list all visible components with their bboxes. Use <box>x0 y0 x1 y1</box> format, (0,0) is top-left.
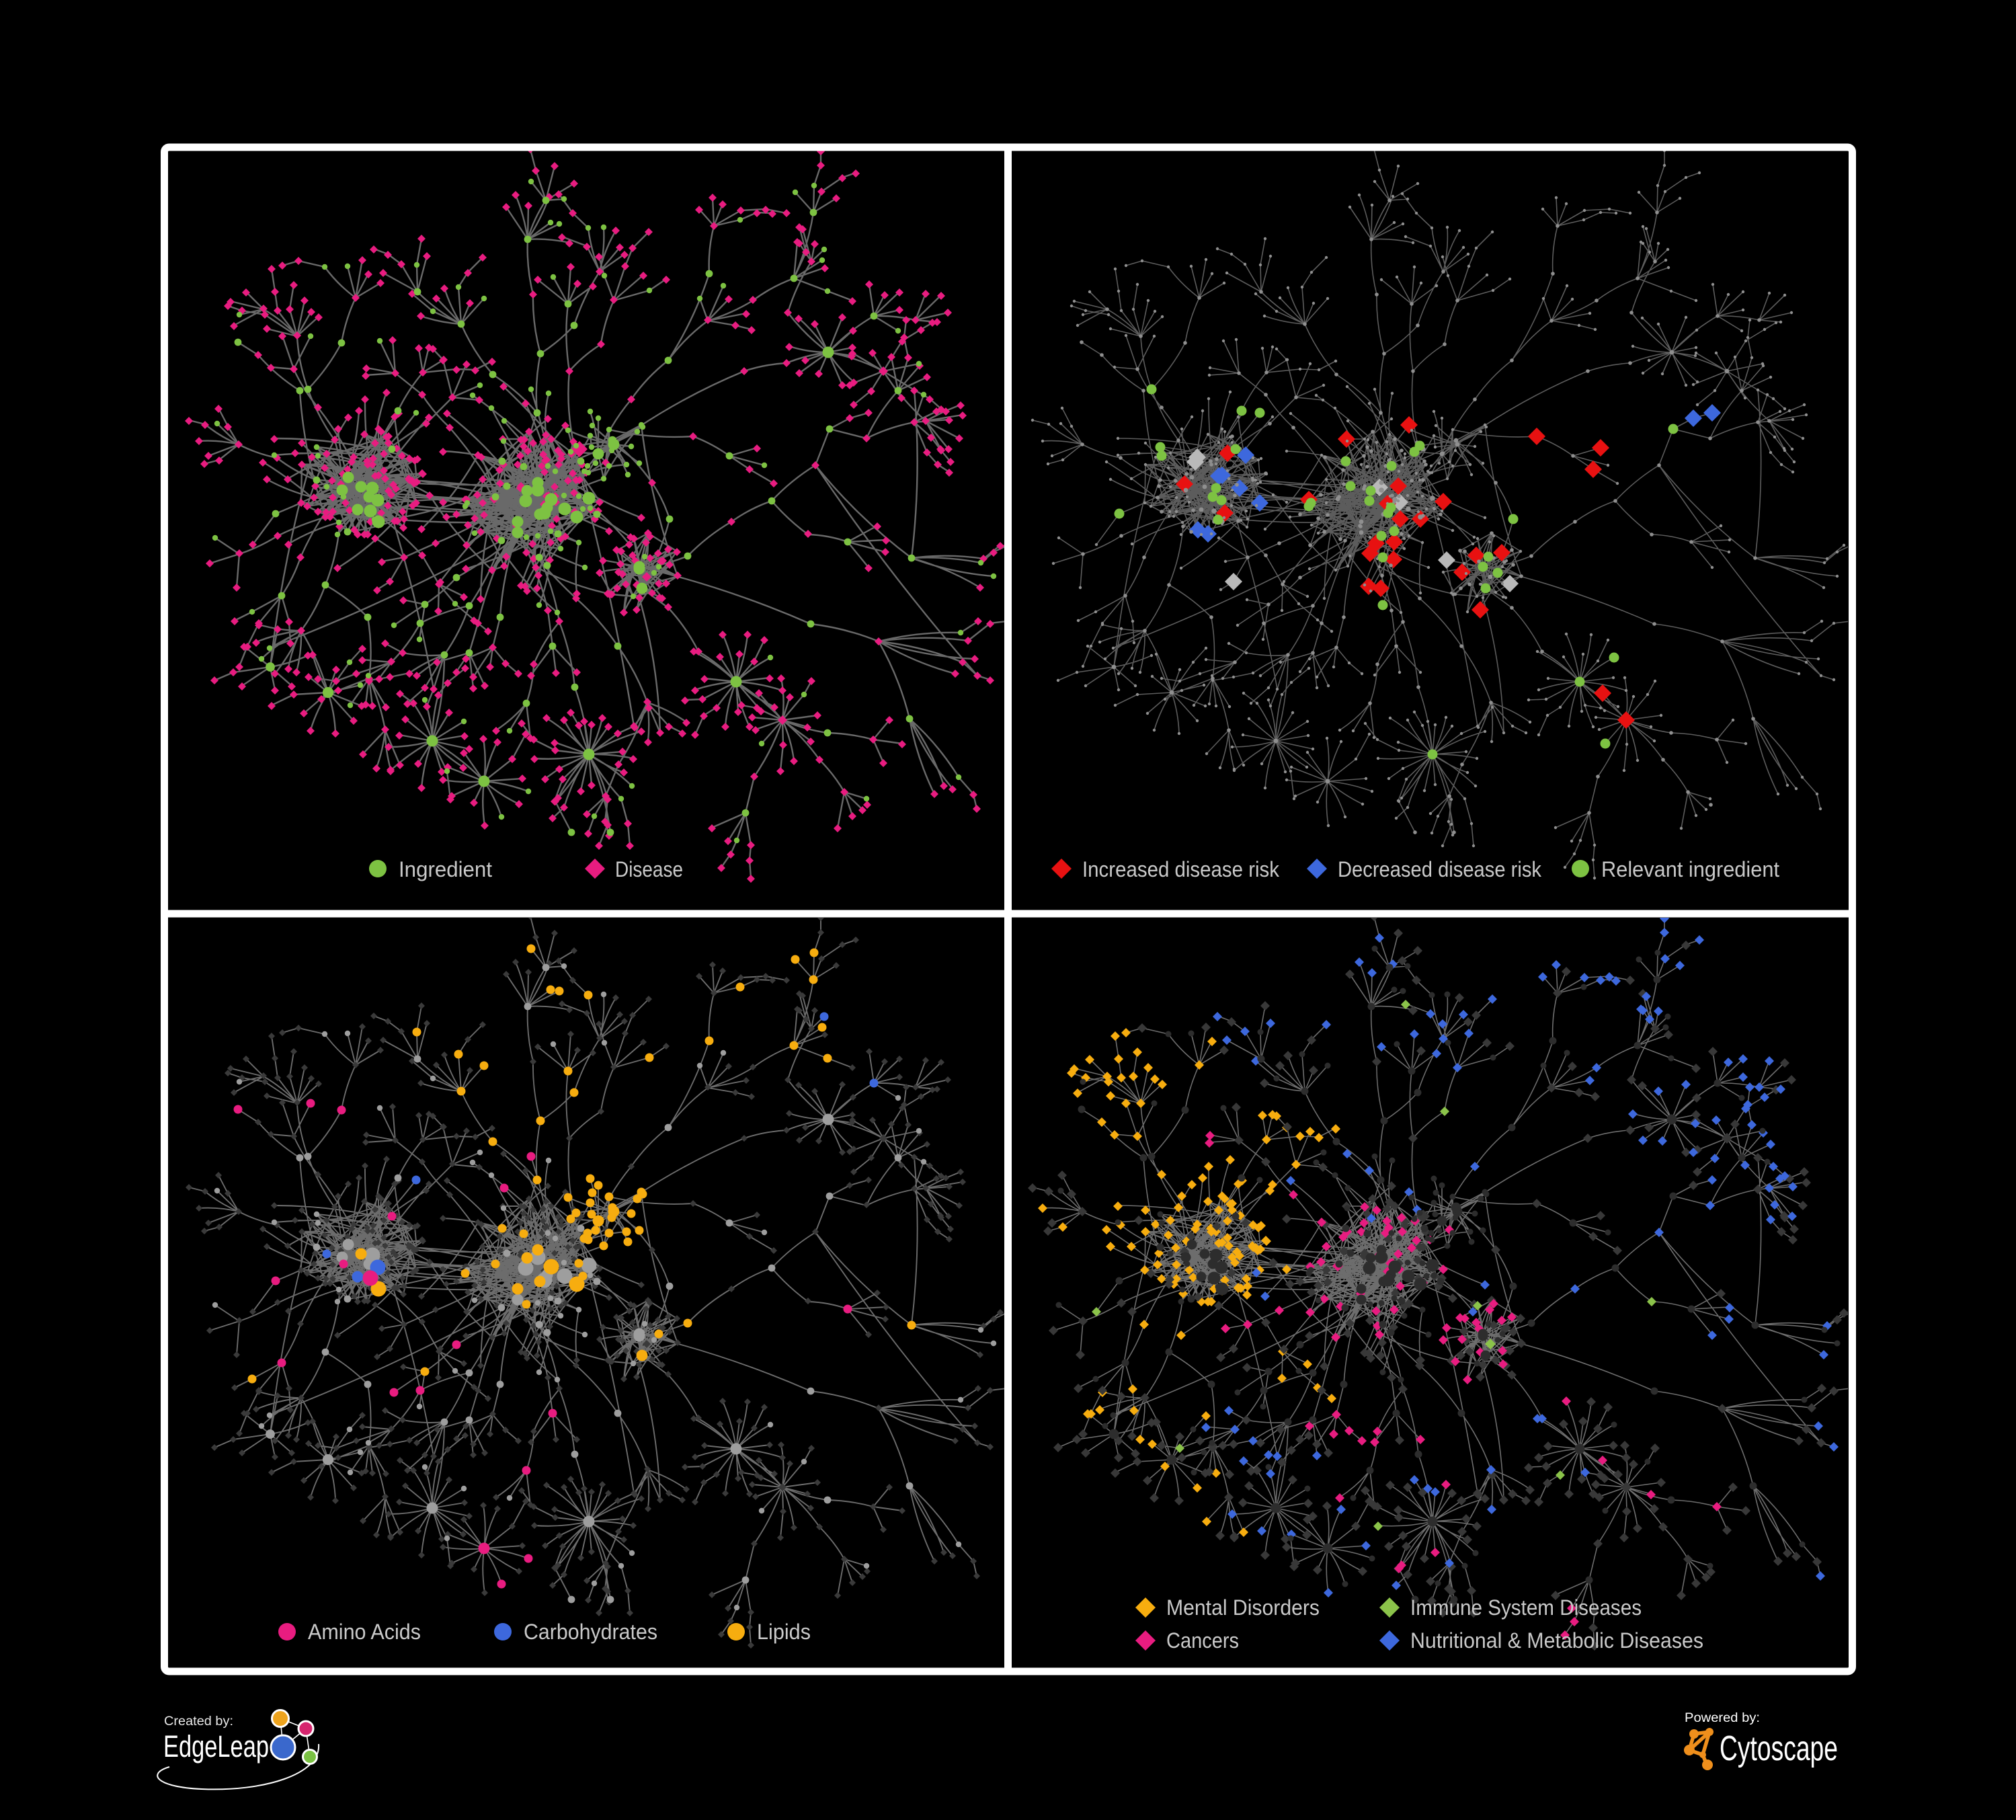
svg-text:EdgeLeap: EdgeLeap <box>163 1729 269 1764</box>
svg-text:Cytoscape: Cytoscape <box>1720 1729 1838 1768</box>
svg-text:Disease: Disease <box>615 857 683 881</box>
svg-text:Mental Disorders: Mental Disorders <box>1166 1595 1320 1620</box>
svg-text:Lipids: Lipids <box>757 1620 811 1644</box>
svg-text:Ingredient: Ingredient <box>399 857 492 881</box>
svg-text:Amino Acids: Amino Acids <box>308 1620 421 1644</box>
svg-text:Increased disease risk: Increased disease risk <box>1082 857 1280 881</box>
svg-text:Relevant ingredient: Relevant ingredient <box>1601 857 1779 881</box>
svg-text:Decreased disease risk: Decreased disease risk <box>1338 857 1542 881</box>
svg-text:Cancers: Cancers <box>1166 1628 1239 1653</box>
svg-text:Nutritional & Metabolic Diseas: Nutritional & Metabolic Diseases <box>1410 1628 1703 1653</box>
svg-text:Created by:: Created by: <box>164 1714 233 1729</box>
svg-text:Carbohydrates: Carbohydrates <box>524 1620 657 1644</box>
svg-text:Powered by:: Powered by: <box>1685 1711 1760 1725</box>
svg-text:Immune System Diseases: Immune System Diseases <box>1410 1595 1642 1620</box>
